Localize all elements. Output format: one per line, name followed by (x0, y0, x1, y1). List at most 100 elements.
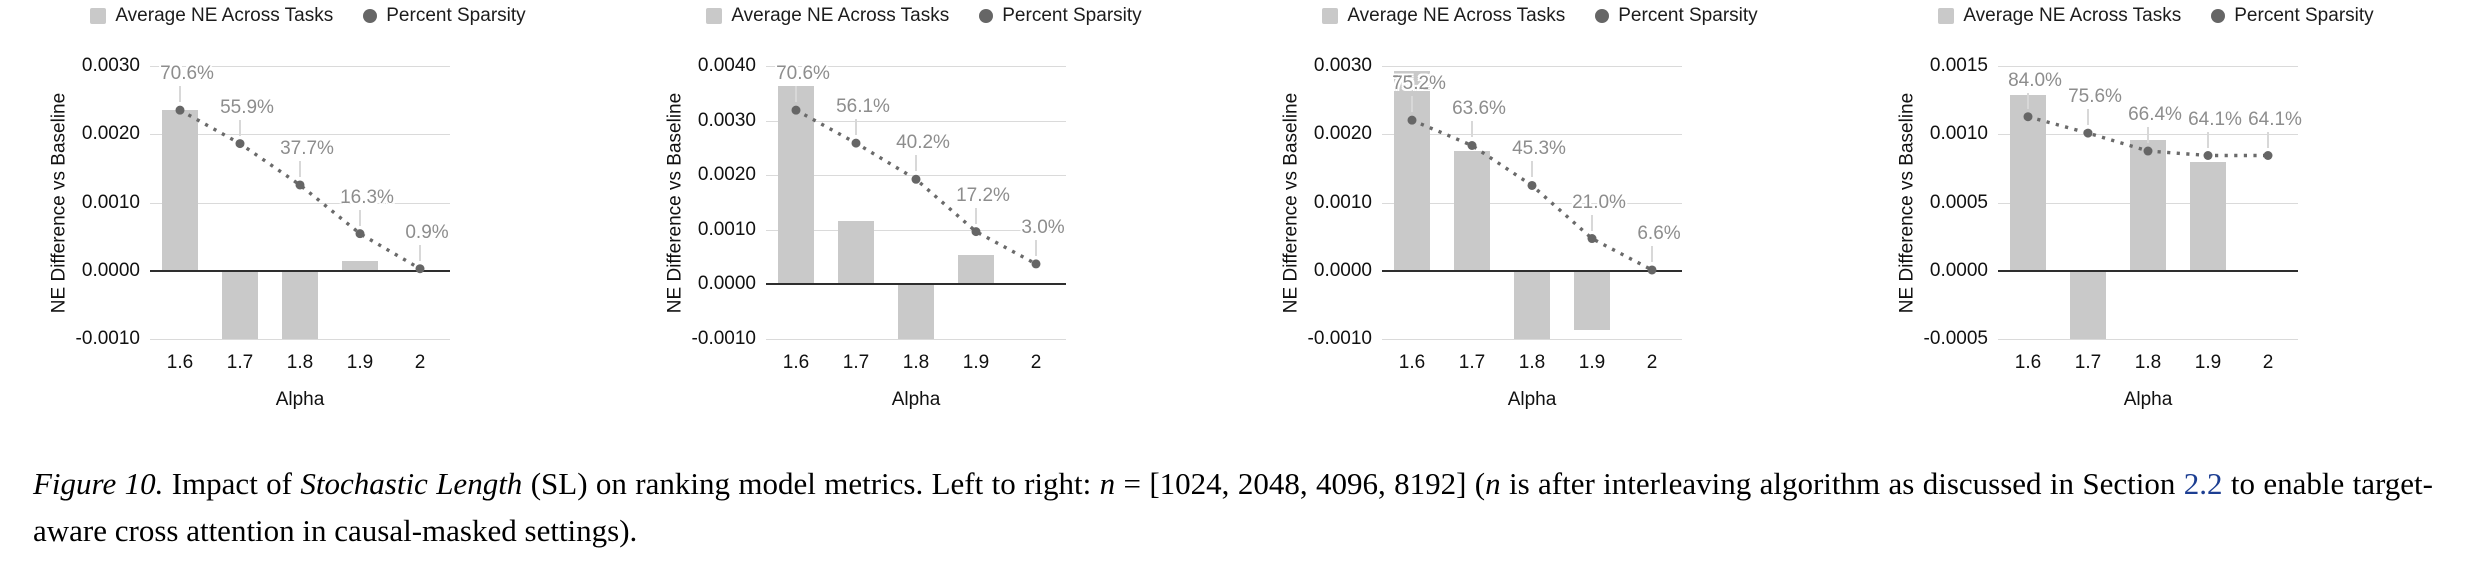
percent-sparsity-label: 37.7% (280, 137, 334, 159)
legend-item-percent-sparsity: Percent Sparsity (1595, 5, 1758, 27)
y-axis-tick-label: 0.0020 (81, 123, 140, 145)
bar-series-swatch-icon (706, 8, 723, 24)
legend-item-average-ne: Average NE Across Tasks (1938, 5, 2181, 27)
sparsity-point (971, 227, 981, 237)
y-axis-title: NE Difference vs Baseline (48, 92, 69, 313)
percent-label-leader-line (299, 160, 301, 177)
sparsity-point (2203, 151, 2213, 161)
gridline (1382, 134, 1682, 136)
percent-sparsity-label: 0.9% (405, 221, 449, 243)
gridline (1998, 66, 2298, 67)
bar-alpha-1.8 (282, 270, 318, 339)
x-axis-tick-label: 1.8 (2134, 352, 2162, 373)
chart-panel-3: Average NE Across Tasks Percent Sparsity 0… (1232, 0, 1848, 437)
caption-text-part: Impact of (163, 466, 301, 501)
sparsity-point (1527, 180, 1537, 190)
zero-axis-line (1998, 269, 2298, 272)
gridline (1382, 66, 1682, 67)
percent-sparsity-label: 70.6% (776, 63, 830, 85)
y-axis-tick-label: 0.0015 (1929, 55, 1988, 76)
x-axis-tick-label: 1.9 (346, 352, 374, 373)
x-axis-tick-label: 1.7 (2074, 352, 2102, 373)
chart-legend: Average NE Across Tasks Percent Sparsity (616, 5, 1232, 27)
y-axis-title: NE Difference vs Baseline (1280, 92, 1301, 313)
x-axis-tick-label: 2 (1030, 352, 1042, 373)
legend-item-average-ne: Average NE Across Tasks (1322, 5, 1565, 27)
x-axis-tick-label: 2 (414, 352, 426, 373)
x-axis-tick-label: 1.9 (1578, 352, 1606, 373)
caption-text-part: (SL) on ranking model metrics. Left to r… (522, 466, 1100, 501)
charts-row: Average NE Across Tasks Percent Sparsity 0… (0, 0, 2374, 437)
percent-sparsity-label: 16.3% (340, 186, 394, 208)
percent-sparsity-label: 40.2% (896, 132, 950, 154)
caption-text-part: Stochastic Length (300, 466, 523, 501)
sparsity-dotted-line (179, 108, 421, 271)
percent-label-leader-line (975, 207, 977, 224)
chart-panel-2: Average NE Across Tasks Percent Sparsity 0… (616, 0, 1232, 437)
legend-item-average-ne: Average NE Across Tasks (90, 5, 333, 27)
legend-label-average-ne: Average NE Across Tasks (1963, 5, 2182, 26)
percent-sparsity-label: 21.0% (1572, 191, 1626, 213)
sparsity-point (295, 180, 305, 190)
line-series-marker-icon (1595, 9, 1610, 23)
bar-alpha-1.9 (1574, 270, 1610, 331)
bar-alpha-1.6 (162, 110, 198, 271)
percent-label-leader-line (1591, 214, 1593, 231)
y-axis-tick-label: 0.0010 (1313, 191, 1372, 213)
bar-alpha-1.9 (2190, 161, 2226, 271)
sparsity-point (1407, 115, 1417, 125)
y-axis-tick-label: -0.0010 (1307, 328, 1372, 349)
y-axis-tick-label: 0.0030 (81, 55, 140, 76)
x-axis-tick-label: 1.8 (286, 352, 314, 373)
gridline (766, 66, 1066, 67)
percent-sparsity-label: 75.2% (1392, 73, 1446, 95)
x-axis-tick-label: 1.8 (1518, 352, 1546, 373)
sparsity-point (1031, 259, 1041, 269)
percent-sparsity-label: 56.1% (836, 96, 890, 118)
legend-label-average-ne: Average NE Across Tasks (115, 5, 334, 26)
x-axis-tick-label: 2 (2262, 352, 2274, 373)
percent-sparsity-label: 64.1% (2188, 108, 2242, 130)
y-axis-tick-label: 0.0005 (1929, 191, 1988, 213)
gridline (1382, 202, 1682, 204)
percent-label-leader-line (1035, 239, 1037, 256)
percent-label-leader-line (1531, 161, 1533, 178)
gridline (1998, 339, 2298, 340)
percent-sparsity-label: 66.4% (2128, 104, 2182, 126)
sparsity-point (175, 105, 185, 115)
percent-label-leader-line (1471, 121, 1473, 138)
y-axis-tick-label: 0.0000 (1313, 259, 1372, 281)
bar-series-swatch-icon (1322, 8, 1339, 24)
y-axis-tick-label: 0.0020 (697, 164, 756, 186)
percent-label-leader-line (1651, 245, 1653, 262)
chart-panel-1: Average NE Across Tasks Percent Sparsity 0… (0, 0, 616, 437)
percent-label-leader-line (2267, 131, 2269, 148)
y-axis-tick-label: 0.0010 (697, 218, 756, 240)
sparsity-point (415, 264, 425, 274)
sparsity-point (2083, 128, 2093, 138)
bar-alpha-1.7 (222, 270, 258, 339)
sparsity-point (235, 139, 245, 149)
percent-label-leader-line (1411, 96, 1413, 113)
gridline (150, 134, 450, 136)
percent-label-leader-line (359, 209, 361, 226)
x-axis-tick-label: 1.8 (902, 352, 930, 373)
section-2-2-link[interactable]: 2.2 (2183, 466, 2223, 501)
x-axis-tick-label: 2 (1646, 352, 1658, 373)
figure-caption: Figure 10. Impact of Stochastic Length (… (33, 461, 2433, 554)
percent-label-leader-line (2027, 92, 2029, 109)
sparsity-point (2143, 146, 2153, 156)
legend-label-percent-sparsity: Percent Sparsity (2234, 5, 2374, 26)
legend-label-percent-sparsity: Percent Sparsity (1002, 5, 1142, 26)
x-axis-title: Alpha (275, 389, 325, 410)
sparsity-point (1587, 234, 1597, 244)
caption-text-part: n (1099, 466, 1116, 501)
sparsity-point (911, 174, 921, 184)
x-axis-tick-label: 1.6 (1398, 352, 1426, 373)
sparsity-point (355, 229, 365, 239)
y-axis-tick-label: 0.0030 (1313, 55, 1372, 76)
y-axis-title: NE Difference vs Baseline (1896, 92, 1917, 313)
bar-alpha-1.7 (2070, 270, 2106, 339)
percent-sparsity-label: 17.2% (956, 184, 1010, 206)
